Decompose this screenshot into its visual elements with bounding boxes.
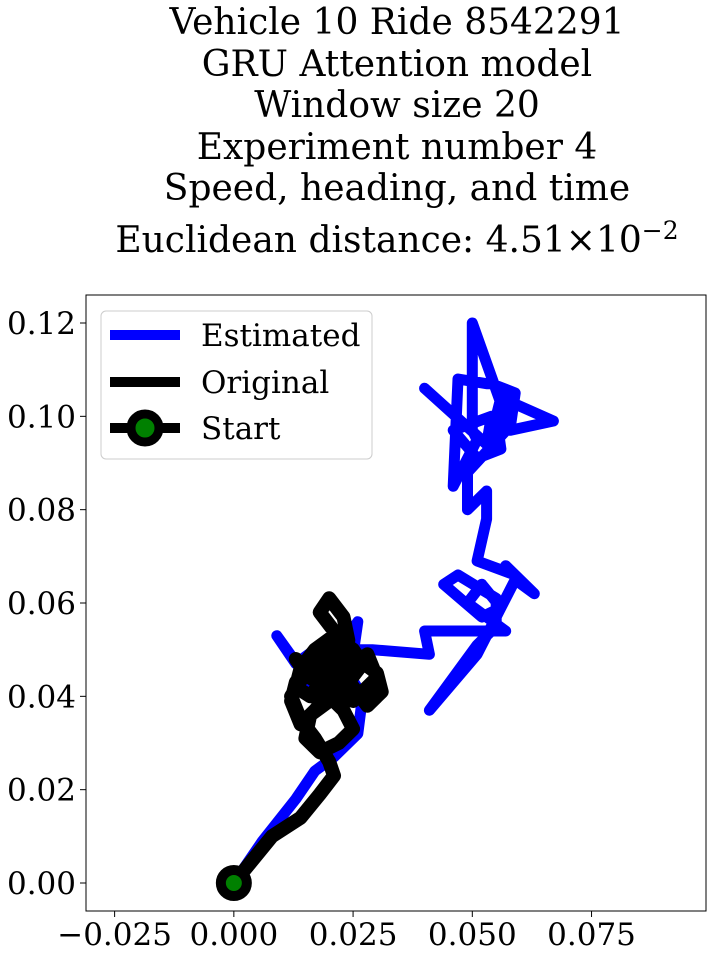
y-axis-ticks: 0.00 0.02 0.04 0.06 0.08 0.10 0.12 <box>7 306 86 902</box>
x-tick-label: 0.075 <box>547 917 636 953</box>
x-tick-label: 0.025 <box>309 917 398 953</box>
chart-title: Vehicle 10 Ride 8542291 <box>169 2 625 43</box>
x-tick-label: 0.050 <box>428 917 517 953</box>
legend-start-label: Start <box>201 411 281 447</box>
metric-label: Euclidean distance: 4.51 <box>115 219 566 261</box>
y-tick-label: 0.04 <box>7 679 76 715</box>
legend-estimated-label: Estimated <box>201 318 360 354</box>
start-marker <box>215 865 252 901</box>
y-tick-label: 0.12 <box>7 306 76 342</box>
chart-subtitle-experiment: Experiment number 4 <box>196 126 598 168</box>
plot-frame <box>85 294 707 912</box>
x-axis-ticks: −0.025 0.000 0.025 0.050 0.075 <box>57 911 636 953</box>
metric-exponent: −2 <box>641 215 679 245</box>
legend: Estimated Original Start <box>100 310 373 460</box>
legend-original-label: Original <box>201 365 329 401</box>
series-line-original <box>226 591 389 890</box>
chart-subtitle-window: Window size 20 <box>254 85 540 127</box>
y-tick-label: 0.10 <box>7 399 76 435</box>
plot-area <box>215 317 559 901</box>
x-tick-label: −0.025 <box>57 917 172 953</box>
y-tick-label: 0.06 <box>7 586 76 622</box>
legend-box <box>100 310 373 460</box>
y-tick-label: 0.02 <box>7 773 76 809</box>
metric-multiplier: ×10 <box>565 219 642 261</box>
legend-start-marker <box>126 409 164 447</box>
x-tick-label: 0.000 <box>189 917 278 953</box>
chart-subtitle-model: GRU Attention model <box>201 43 593 85</box>
y-tick-label: 0.08 <box>7 493 76 529</box>
chart-subtitle-metric: Euclidean distance: 4.51×10−2 <box>0 210 712 262</box>
chart-subtitle-features: Speed, heading, and time <box>163 168 631 210</box>
y-tick-label: 0.00 <box>7 866 76 902</box>
chart-title-block: Vehicle 10 Ride 8542291 GRU Attention mo… <box>0 2 712 262</box>
